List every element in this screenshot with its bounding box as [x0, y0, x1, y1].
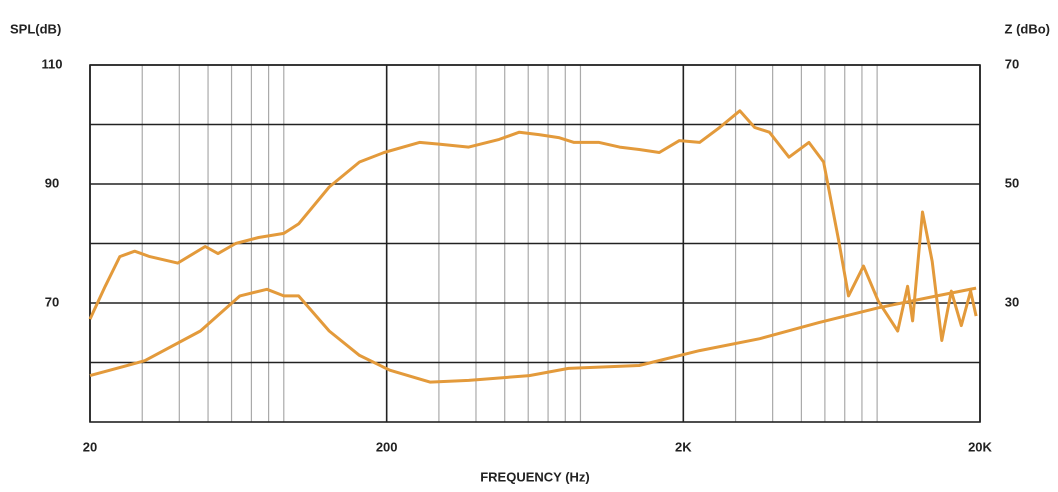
data-line	[88, 109, 978, 342]
y-axis-label: SPL(dB)	[10, 21, 61, 36]
y-tick-label: 110	[42, 56, 63, 71]
y2-tick-label: 50	[1005, 175, 1019, 190]
y-tick-label: 90	[45, 175, 59, 190]
x-tick-label: 20	[83, 439, 97, 454]
y2-axis-label: Z (dBo)	[1005, 21, 1050, 36]
y-tick-label: 70	[45, 294, 59, 309]
x-tick-label: 20K	[968, 439, 992, 454]
x-axis-label: FREQUENCY (Hz)	[480, 469, 590, 484]
data-line	[89, 286, 977, 384]
x-tick-label: 2K	[675, 439, 692, 454]
x-tick-label: 200	[376, 439, 398, 454]
y2-tick-label: 70	[1005, 56, 1019, 71]
y2-tick-label: 30	[1005, 294, 1019, 309]
plot-frame	[89, 64, 981, 423]
